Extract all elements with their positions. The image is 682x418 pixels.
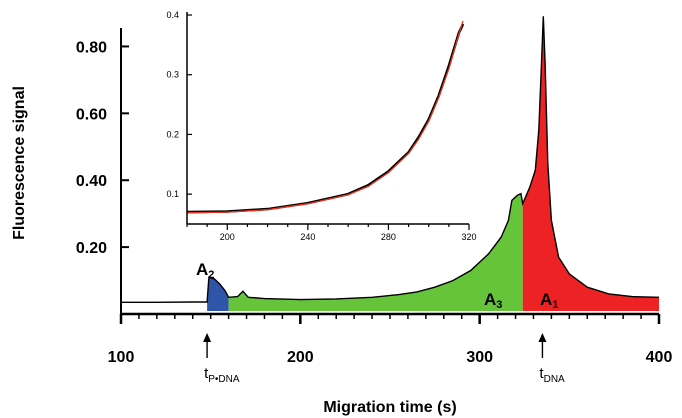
x-tick-label: 200 xyxy=(287,349,314,366)
marker-label: tDNA xyxy=(539,365,565,385)
inset-y-tick-label: 0.4 xyxy=(166,10,179,20)
marker-letter: t xyxy=(204,365,209,382)
inset-background xyxy=(148,6,482,248)
area-label-letter: A xyxy=(484,290,496,309)
inset-series xyxy=(186,20,465,214)
marker-subscript: DNA xyxy=(544,374,565,385)
x-tick-label: 400 xyxy=(646,349,673,366)
y-tick-label: 0.20 xyxy=(76,240,107,257)
area-regions xyxy=(207,16,659,312)
area-label-a1: A1 xyxy=(540,290,558,311)
arrow-up-icon xyxy=(538,333,547,342)
area-label-a3: A3 xyxy=(484,290,502,311)
marker-subscript: P•DNA xyxy=(208,374,240,385)
y-tick-label: 0.80 xyxy=(76,39,107,56)
x-tick-label: 300 xyxy=(466,349,493,366)
area-label-subscript: 1 xyxy=(552,299,558,311)
x-tick-label: 100 xyxy=(108,349,135,366)
area-label-letter: A xyxy=(196,260,208,279)
inset-plot: 0.1 0.2 0.3 0.4 200 240 280 320 xyxy=(148,6,482,248)
y-tick-label: 0.60 xyxy=(76,106,107,123)
inset-x-tick-label: 320 xyxy=(461,232,476,242)
inset-x-tick-label: 200 xyxy=(220,232,235,242)
area-region-a2 xyxy=(207,277,229,311)
inset-y-axis-ticks: 0.1 0.2 0.3 0.4 xyxy=(166,10,192,199)
inset-x-tick-label: 280 xyxy=(381,232,396,242)
inset-y-tick-label: 0.1 xyxy=(166,189,179,199)
area-label-subscript: 2 xyxy=(208,269,214,281)
signal-trace xyxy=(121,16,660,303)
x-axis-title: Migration time (s) xyxy=(323,399,456,416)
marker-label: tP•DNA xyxy=(204,365,240,385)
y-axis-title: Fluorescence signal xyxy=(11,86,28,240)
time-markers: tP•DNA tDNA xyxy=(203,333,565,385)
marker-letter: t xyxy=(539,365,544,382)
y-axis-ticks: 0.20 0.40 0.60 0.80 xyxy=(76,39,129,257)
x-axis-ticks: 100 200 300 400 xyxy=(108,314,673,366)
area-region-a1 xyxy=(522,16,659,312)
inset-x-axis-ticks: 200 240 280 320 xyxy=(186,224,477,242)
arrow-up-icon xyxy=(203,333,212,342)
area-label-a2: A2 xyxy=(196,260,214,281)
inset-x-tick-label: 240 xyxy=(300,232,315,242)
area-label-letter: A xyxy=(540,290,552,309)
inset-y-tick-label: 0.3 xyxy=(166,70,179,80)
y-tick-label: 0.40 xyxy=(76,173,107,190)
inset-fit-curve xyxy=(186,20,464,214)
area-label-subscript: 3 xyxy=(496,299,502,311)
area-region-a3 xyxy=(228,193,523,311)
inset-y-tick-label: 0.2 xyxy=(166,129,179,139)
